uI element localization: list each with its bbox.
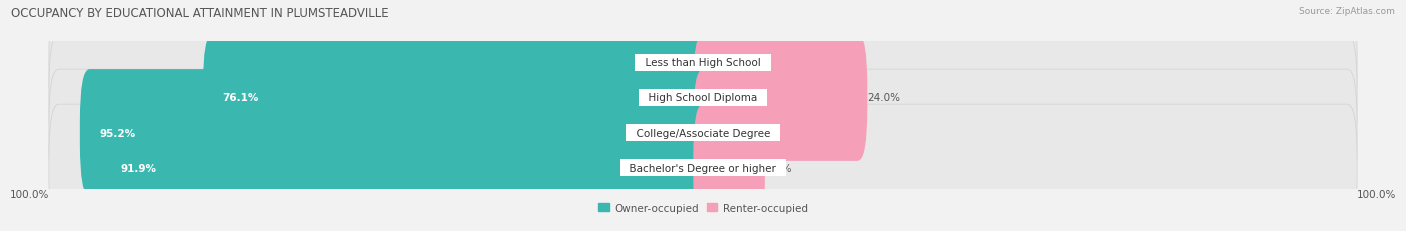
Text: 100.0%: 100.0% [10, 189, 49, 199]
Legend: Owner-occupied, Renter-occupied: Owner-occupied, Renter-occupied [595, 198, 811, 217]
Text: 95.2%: 95.2% [100, 128, 135, 138]
Text: Less than High School: Less than High School [638, 58, 768, 68]
Text: 0.0%: 0.0% [716, 58, 742, 68]
Text: 0.0%: 0.0% [664, 58, 690, 68]
FancyBboxPatch shape [693, 105, 765, 231]
Text: College/Associate Degree: College/Associate Degree [630, 128, 776, 138]
FancyBboxPatch shape [80, 70, 713, 196]
FancyBboxPatch shape [49, 0, 1357, 126]
FancyBboxPatch shape [49, 35, 1357, 161]
Text: 100.0%: 100.0% [1357, 189, 1396, 199]
Text: Bachelor's Degree or higher: Bachelor's Degree or higher [623, 163, 783, 173]
FancyBboxPatch shape [101, 105, 713, 231]
Text: 4.8%: 4.8% [744, 128, 770, 138]
FancyBboxPatch shape [693, 70, 744, 196]
FancyBboxPatch shape [202, 35, 713, 161]
Text: 8.1%: 8.1% [765, 163, 792, 173]
Text: High School Diploma: High School Diploma [643, 93, 763, 103]
Text: Source: ZipAtlas.com: Source: ZipAtlas.com [1299, 7, 1395, 16]
Text: 91.9%: 91.9% [121, 163, 156, 173]
FancyBboxPatch shape [49, 105, 1357, 231]
FancyBboxPatch shape [49, 70, 1357, 196]
Text: OCCUPANCY BY EDUCATIONAL ATTAINMENT IN PLUMSTEADVILLE: OCCUPANCY BY EDUCATIONAL ATTAINMENT IN P… [11, 7, 389, 20]
Text: 76.1%: 76.1% [222, 93, 259, 103]
Text: 24.0%: 24.0% [868, 93, 900, 103]
FancyBboxPatch shape [693, 35, 868, 161]
